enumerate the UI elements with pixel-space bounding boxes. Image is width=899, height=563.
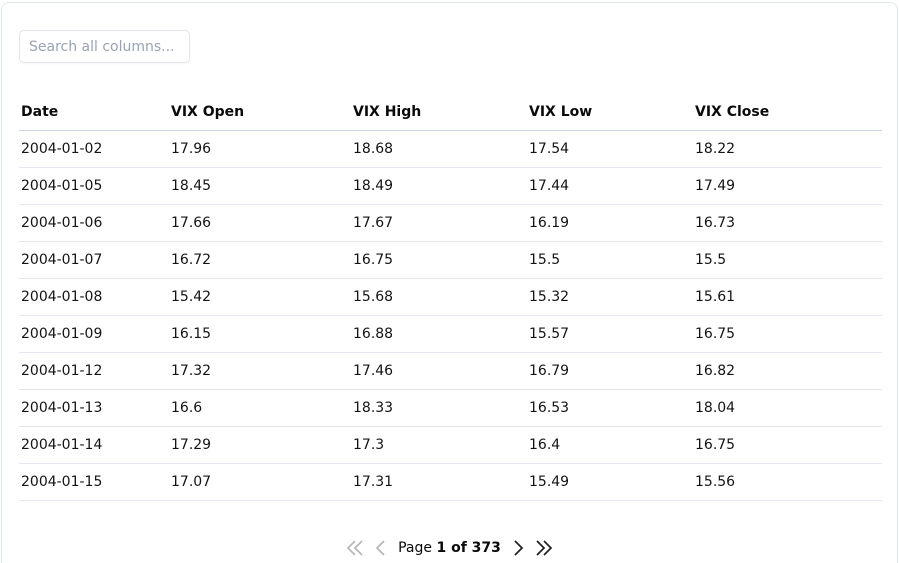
table-row: 2004-01-15 17.07 17.31 15.49 15.56: [19, 463, 882, 501]
table-row: 2004-01-05 18.45 18.49 17.44 17.49: [19, 167, 882, 205]
table-row: 2004-01-07 16.72 16.75 15.5 15.5: [19, 241, 882, 279]
column-header-date: Date: [19, 94, 169, 131]
table-cell: 2004-01-12: [19, 352, 169, 390]
table-cell: 2004-01-05: [19, 167, 169, 205]
table-cell: 18.68: [351, 130, 527, 168]
table-cell: 16.6: [169, 389, 351, 427]
page-indicator: Page 1 of 373: [398, 539, 501, 556]
table-cell: 16.79: [527, 352, 693, 390]
table-cell: 18.45: [169, 167, 351, 205]
column-header-vix-open: VIX Open: [169, 94, 351, 131]
search-input[interactable]: [19, 30, 190, 63]
table-cell: 17.31: [351, 463, 527, 501]
table-cell: 16.72: [169, 241, 351, 279]
table-cell: 16.75: [693, 315, 882, 353]
table-cell: 17.46: [351, 352, 527, 390]
chevrons-right-icon: [535, 539, 553, 556]
column-header-vix-low: VIX Low: [527, 94, 693, 131]
table-row: 2004-01-09 16.15 16.88 15.57 16.75: [19, 315, 882, 353]
table-cell: 16.88: [351, 315, 527, 353]
table-cell: 16.82: [693, 352, 882, 390]
chevron-right-icon: [514, 539, 524, 556]
table-cell: 18.33: [351, 389, 527, 427]
table-cell: 18.04: [693, 389, 882, 427]
column-header-vix-close: VIX Close: [693, 94, 882, 131]
table-cell: 2004-01-14: [19, 426, 169, 464]
table-row: 2004-01-02 17.96 18.68 17.54 18.22: [19, 130, 882, 168]
table-row: 2004-01-08 15.42 15.68 15.32 15.61: [19, 278, 882, 316]
pagination: Page 1 of 373: [2, 538, 897, 558]
table-cell: 16.15: [169, 315, 351, 353]
table-cell: 16.75: [693, 426, 882, 464]
table-row: 2004-01-14 17.29 17.3 16.4 16.75: [19, 426, 882, 464]
table-cell: 15.42: [169, 278, 351, 316]
table-row: 2004-01-12 17.32 17.46 16.79 16.82: [19, 352, 882, 390]
table-cell: 17.44: [527, 167, 693, 205]
table-cell: 18.22: [693, 130, 882, 168]
chevrons-left-icon: [346, 539, 364, 556]
table-cell: 17.29: [169, 426, 351, 464]
table-cell: 2004-01-06: [19, 204, 169, 242]
chevron-left-icon: [375, 539, 385, 556]
table-cell: 18.49: [351, 167, 527, 205]
table-cell: 15.61: [693, 278, 882, 316]
table-cell: 15.57: [527, 315, 693, 353]
table-cell: 2004-01-07: [19, 241, 169, 279]
table-cell: 16.19: [527, 204, 693, 242]
first-page-button[interactable]: [346, 538, 364, 558]
table-row: 2004-01-13 16.6 18.33 16.53 18.04: [19, 389, 882, 427]
table-cell: 17.96: [169, 130, 351, 168]
table-cell: 2004-01-15: [19, 463, 169, 501]
table-cell: 2004-01-08: [19, 278, 169, 316]
table-cell: 2004-01-09: [19, 315, 169, 353]
table-cell: 15.32: [527, 278, 693, 316]
column-header-vix-high: VIX High: [351, 94, 527, 131]
table-cell: 16.53: [527, 389, 693, 427]
table-cell: 17.54: [527, 130, 693, 168]
table-cell: 15.5: [527, 241, 693, 279]
table-cell: 17.49: [693, 167, 882, 205]
table-cell: 17.07: [169, 463, 351, 501]
table-cell: 17.3: [351, 426, 527, 464]
table-header-row: Date VIX Open VIX High VIX Low VIX Close: [19, 94, 882, 131]
table-cell: 15.68: [351, 278, 527, 316]
table-cell: 16.4: [527, 426, 693, 464]
table-cell: 15.49: [527, 463, 693, 501]
table-cell: 17.66: [169, 204, 351, 242]
table-cell: 15.5: [693, 241, 882, 279]
next-page-button[interactable]: [514, 538, 524, 558]
previous-page-button[interactable]: [375, 538, 385, 558]
table-cell: 17.67: [351, 204, 527, 242]
table-cell: 16.75: [351, 241, 527, 279]
table-cell: 16.73: [693, 204, 882, 242]
table-cell: 15.56: [693, 463, 882, 501]
table-cell: 17.32: [169, 352, 351, 390]
vix-data-table: Date VIX Open VIX High VIX Low VIX Close 200…: [19, 94, 882, 501]
last-page-button[interactable]: [535, 538, 553, 558]
table-cell: 2004-01-13: [19, 389, 169, 427]
table-row: 2004-01-06 17.66 17.67 16.19 16.73: [19, 204, 882, 242]
table-cell: 2004-01-02: [19, 130, 169, 168]
